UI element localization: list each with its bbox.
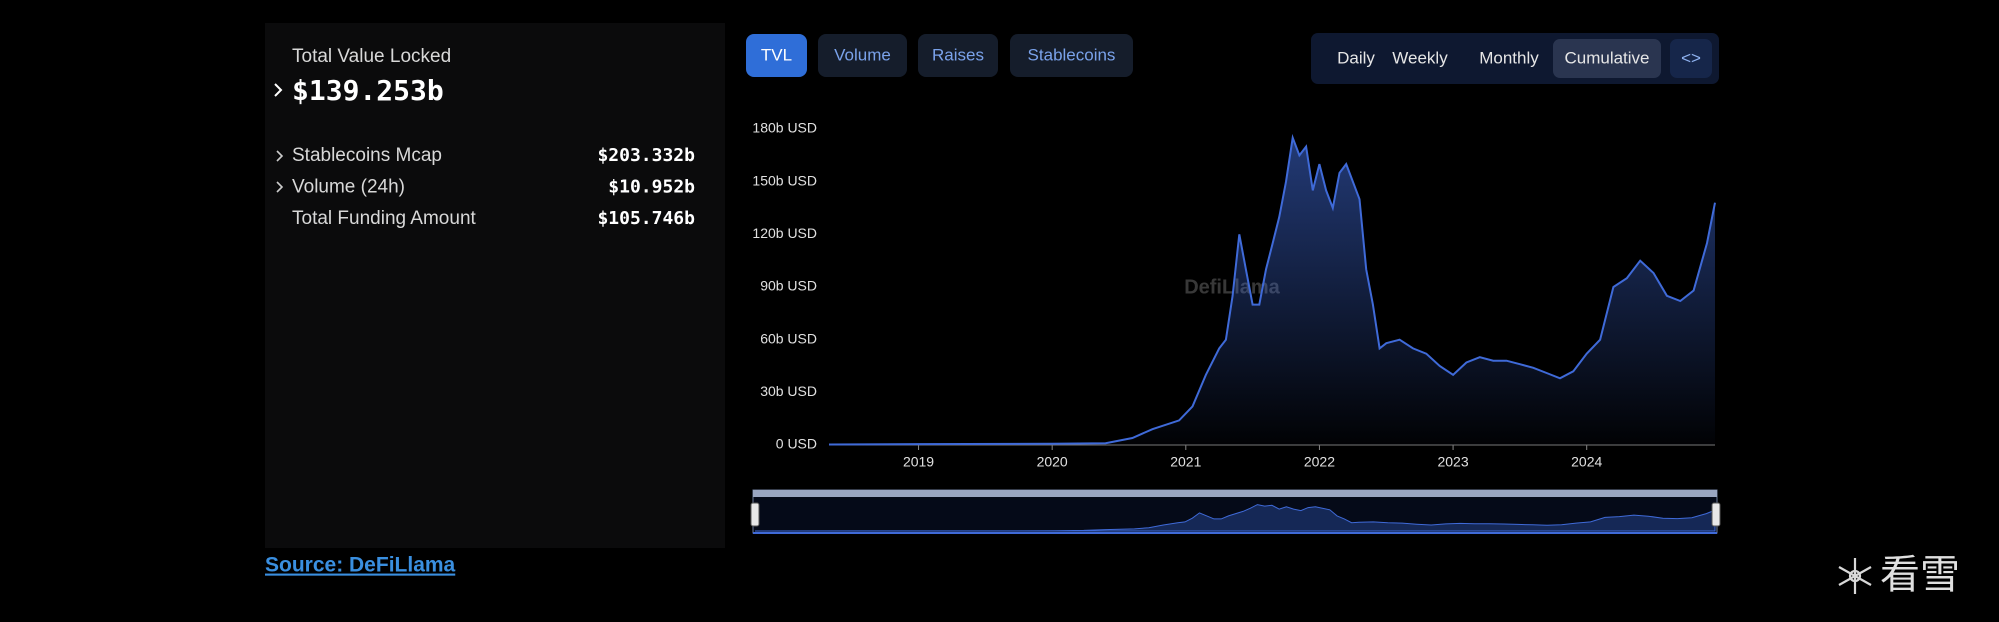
tab-button[interactable] <box>818 34 907 77</box>
watermark-logo <box>1838 558 1872 594</box>
brush-handle-bar[interactable] <box>753 490 1717 497</box>
chevron <box>274 83 283 97</box>
tabs: TVL Volume Raises Stablecoins <box>746 34 1133 77</box>
tvl-line <box>828 133 1716 446</box>
period-label[interactable]: Weekly <box>1392 48 1448 67</box>
tab-label[interactable]: Volume <box>834 45 891 64</box>
period-label[interactable]: Cumulative <box>1564 48 1649 67</box>
watermark-text: 看雪 <box>1880 552 1960 598</box>
period-label[interactable]: Monthly <box>1479 48 1539 67</box>
x-tick-label: 2021 <box>1170 454 1201 470</box>
x-tick-label: 2020 <box>1037 454 1068 470</box>
tab-button[interactable] <box>918 34 998 77</box>
stat-label: Total Funding Amount <box>292 208 477 229</box>
stat-label: Volume (24h) <box>292 177 405 198</box>
headline-value: $139.253b <box>292 74 444 107</box>
stat-value: $10.952b <box>608 177 695 198</box>
y-tick-label: 30b USD <box>760 383 817 399</box>
period-label[interactable]: Daily <box>1337 48 1375 67</box>
tab-label[interactable]: TVL <box>761 45 792 64</box>
y-tick-label: 180b USD <box>752 120 817 136</box>
chevron[interactable] <box>276 150 284 162</box>
tab-label[interactable]: Raises <box>932 45 984 64</box>
tab-label[interactable]: Stablecoins <box>1028 45 1116 64</box>
source-link[interactable]: Source: DeFiLlama <box>265 554 456 577</box>
y-tick-label: 90b USD <box>760 278 817 294</box>
brush-handle[interactable] <box>1711 502 1721 527</box>
embed-label[interactable]: <> <box>1681 48 1701 67</box>
tvl-area <box>829 137 1715 446</box>
x-tick-label: 2019 <box>903 454 934 470</box>
embed-button[interactable] <box>1670 39 1712 78</box>
brush-area <box>754 504 1716 532</box>
x-tick-label: 2023 <box>1437 454 1468 470</box>
tab-button[interactable] <box>1010 34 1133 77</box>
y-tick-label: 120b USD <box>752 225 817 241</box>
stat-label: Stablecoins Mcap <box>292 145 442 166</box>
x-tick-label: 2024 <box>1571 454 1602 470</box>
periods: Daily Weekly Monthly Cumulative <> <box>1337 39 1712 78</box>
chevron[interactable] <box>276 181 284 193</box>
chart: DefiLlama 0 USD 30b USD 60b USD 90b USD 120b … <box>750 120 1721 534</box>
period-active[interactable] <box>1553 39 1661 78</box>
headline-label: Total Value Locked <box>292 46 451 67</box>
stat-value: $105.746b <box>597 208 695 229</box>
chart-watermark: DefiLlama <box>1184 276 1280 298</box>
stats-list: Stablecoins Mcap $203.332b Volume (24h) $10… <box>292 145 695 229</box>
stats-panel <box>265 23 725 548</box>
stat-value: $203.332b <box>597 145 695 166</box>
brush-handle[interactable] <box>750 502 760 527</box>
x-tick-label: 2022 <box>1304 454 1335 470</box>
y-tick-label: 60b USD <box>760 330 817 346</box>
y-tick-label: 150b USD <box>752 172 817 188</box>
y-tick-label: 0 USD <box>776 436 817 452</box>
tab-button[interactable] <box>746 34 807 77</box>
